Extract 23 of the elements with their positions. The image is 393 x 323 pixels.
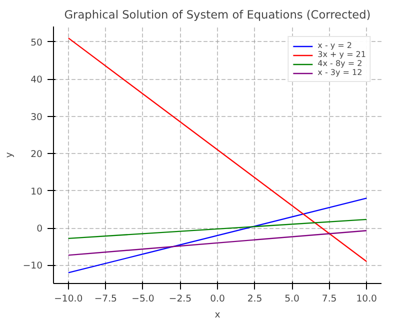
- y-tick-label: 0: [36, 224, 43, 235]
- y-tick-label: 40: [30, 74, 43, 86]
- x-tick-label: 10.0: [356, 294, 378, 304]
- y-tick-label: 20: [30, 149, 43, 160]
- legend-label: x - y = 2: [318, 41, 352, 50]
- x-tick-label: 5.0: [284, 294, 300, 304]
- chart-title: Graphical Solution of System of Equations (Corrected): [64, 8, 371, 22]
- y-tick-label: 50: [30, 37, 43, 48]
- x-tick-label: 7.5: [322, 294, 337, 304]
- legend-label: x - 3y = 12: [318, 68, 362, 77]
- legend-label: 3x + y = 21: [318, 50, 366, 59]
- x-tick-label: −10.0: [54, 294, 83, 304]
- y-tick-label: 30: [30, 112, 43, 123]
- x-tick-label: −5.0: [132, 294, 154, 304]
- y-tick-label: 10: [30, 186, 43, 198]
- legend-label: 4x - 8y = 2: [318, 59, 362, 68]
- y-axis-title: y: [4, 152, 15, 158]
- x-tick-label: 2.5: [247, 294, 262, 304]
- x-tick-label: −2.5: [168, 294, 192, 304]
- x-axis-title: x: [214, 310, 221, 320]
- y-tick-label: −10: [22, 260, 43, 272]
- x-tick-label: −7.5: [94, 294, 118, 304]
- x-tick-label: 0.0: [210, 294, 225, 304]
